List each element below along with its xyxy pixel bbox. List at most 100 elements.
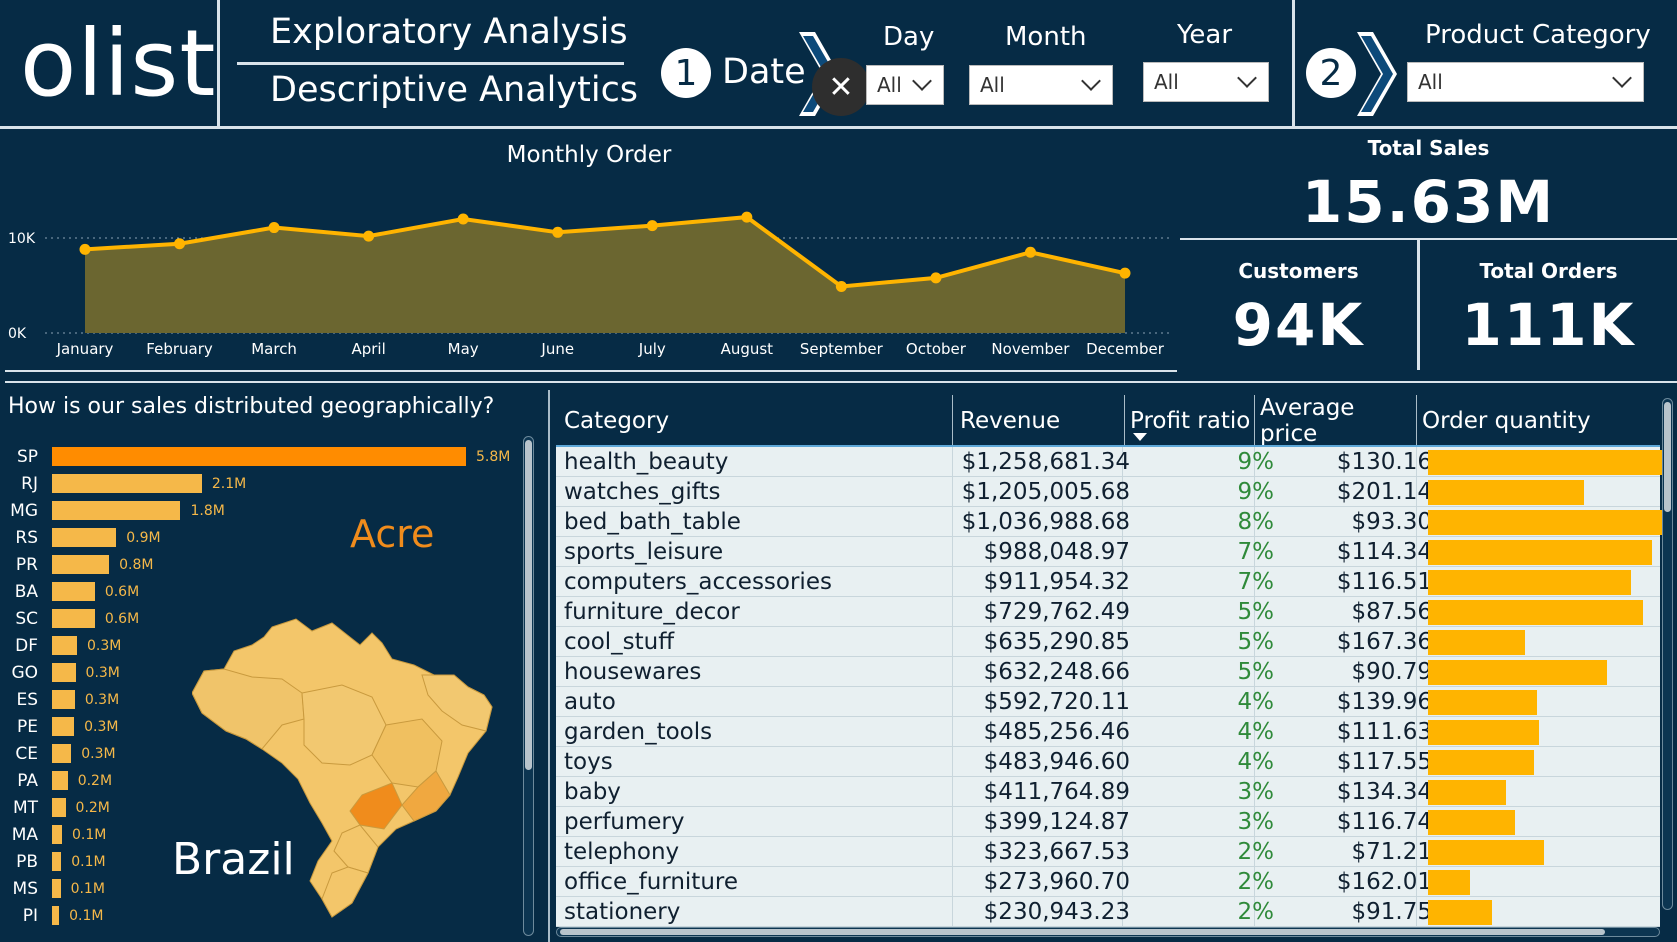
state-bar-value: 0.1M [71, 826, 107, 843]
state-bar-row[interactable]: SC 0.6M [0, 605, 139, 632]
col-header-revenue[interactable]: Revenue [960, 408, 1061, 434]
state-bar[interactable] [52, 636, 77, 655]
state-bar[interactable] [52, 906, 60, 925]
table-vertical-scrollbar-thumb[interactable] [1664, 402, 1671, 512]
state-bar[interactable] [52, 447, 466, 466]
order-quantity-bar [1428, 900, 1492, 925]
state-bar-row[interactable]: PA 0.2M [0, 767, 112, 794]
clear-filters-button[interactable]: ✕ [812, 58, 870, 116]
table-row[interactable]: computers_accessories $911,954.32 7% $116.5… [556, 567, 1660, 597]
data-point[interactable] [1024, 246, 1036, 258]
state-bar-value: 0.2M [75, 799, 110, 816]
state-bar-row[interactable]: PR 0.8M [0, 551, 154, 578]
state-bar-row[interactable]: MT 0.2M [0, 794, 110, 821]
col-header-avg-price[interactable]: Average price [1260, 395, 1355, 447]
table-row[interactable]: furniture_decor $729,762.49 5% $87.56 [556, 597, 1660, 627]
state-bar[interactable] [52, 717, 75, 736]
state-bar[interactable] [52, 852, 62, 871]
state-code: MS [12, 878, 38, 899]
geo-scrollbar-thumb[interactable] [525, 440, 532, 770]
state-bar-row[interactable]: RS 0.9M [0, 524, 160, 551]
state-bar-row[interactable]: DF 0.3M [0, 632, 121, 659]
state-bar-row[interactable]: SP 5.8M [0, 443, 510, 470]
state-bar[interactable] [52, 582, 95, 601]
state-bar[interactable] [52, 609, 95, 628]
cell-category: office_furniture [564, 869, 738, 895]
table-row[interactable]: telephony $323,667.53 2% $71.21 [556, 837, 1660, 867]
table-row[interactable]: housewares $632,248.66 5% $90.79 [556, 657, 1660, 687]
col-header-profit[interactable]: Profit ratio [1124, 395, 1254, 447]
table-row[interactable]: cool_stuff $635,290.85 5% $167.36 [556, 627, 1660, 657]
state-bar[interactable] [52, 744, 72, 763]
data-point[interactable] [174, 238, 186, 250]
cell-average-price: $87.56 [1351, 599, 1432, 625]
cell-profit-ratio: 2% [1237, 899, 1275, 925]
table-row[interactable]: baby $411,764.89 3% $134.34 [556, 777, 1660, 807]
state-code: MG [10, 500, 38, 521]
state-bar[interactable] [52, 555, 110, 574]
state-bar-row[interactable]: MA 0.1M [0, 821, 107, 848]
table-row[interactable]: toys $483,946.60 4% $117.55 [556, 747, 1660, 777]
x-tick-label: April [351, 340, 385, 358]
state-bar[interactable] [52, 798, 66, 817]
day-slicer[interactable]: All [866, 65, 944, 105]
col-header-category[interactable]: Category [564, 408, 670, 434]
state-bar[interactable] [52, 528, 117, 547]
data-point[interactable] [741, 211, 753, 223]
data-point[interactable] [457, 213, 469, 225]
table-row[interactable]: office_furniture $273,960.70 2% $162.01 [556, 867, 1660, 897]
x-tick-label: June [540, 340, 574, 358]
table-row[interactable]: perfumery $399,124.87 3% $116.74 [556, 807, 1660, 837]
state-bar[interactable] [52, 771, 68, 790]
title-underline [237, 62, 624, 65]
state-bar-row[interactable]: PE 0.3M [0, 713, 118, 740]
col-header-order-qty[interactable]: Order quantity [1422, 408, 1591, 434]
data-point[interactable] [930, 272, 942, 284]
cell-category: perfumery [564, 809, 685, 835]
table-row[interactable]: garden_tools $485,256.46 4% $111.63 [556, 717, 1660, 747]
state-bar-value: 0.3M [84, 718, 119, 735]
data-point[interactable] [268, 222, 280, 234]
state-bar[interactable] [52, 474, 202, 493]
state-bar-row[interactable]: MG 1.8M [0, 497, 225, 524]
cell-profit-ratio: 9% [1237, 449, 1275, 475]
cell-profit-ratio: 5% [1237, 659, 1275, 685]
state-bar-row[interactable]: PB 0.1M [0, 848, 106, 875]
table-row[interactable]: stationery $230,943.23 2% $91.75 [556, 897, 1660, 927]
state-bar-row[interactable]: MS 0.1M [0, 875, 105, 902]
sort-descending-icon[interactable] [1133, 433, 1147, 441]
data-point[interactable] [1119, 267, 1131, 279]
table-horizontal-scrollbar-thumb[interactable] [560, 929, 1605, 935]
table-row[interactable]: bed_bath_table $1,036,988.68 8% $93.30 [556, 507, 1664, 537]
state-bar-row[interactable]: BA 0.6M [0, 578, 139, 605]
state-bar-row[interactable]: RJ 2.1M [0, 470, 246, 497]
state-bar-row[interactable]: CE 0.3M [0, 740, 115, 767]
cell-profit-ratio: 7% [1237, 539, 1275, 565]
brazil-map[interactable] [192, 615, 494, 920]
data-point[interactable] [646, 220, 658, 232]
state-bar[interactable] [52, 879, 61, 898]
month-slicer[interactable]: All [969, 65, 1113, 105]
state-bar[interactable] [52, 690, 75, 709]
table-row[interactable]: watches_gifts $1,205,005.68 9% $201.14 [556, 477, 1660, 507]
state-bar[interactable] [52, 825, 62, 844]
chevron-right-icon [1357, 32, 1397, 116]
year-slicer-value: All [1154, 70, 1179, 94]
year-slicer[interactable]: All [1143, 62, 1269, 102]
state-bar[interactable] [52, 501, 181, 520]
data-point[interactable] [79, 243, 91, 255]
state-bar-row[interactable]: PI 0.1M [0, 902, 104, 929]
data-point[interactable] [835, 280, 847, 292]
data-point[interactable] [552, 226, 564, 238]
table-row[interactable]: health_beauty $1,258,681.34 9% $130.16 [556, 447, 1664, 477]
state-bar[interactable] [52, 663, 76, 682]
x-tick-label: October [906, 340, 967, 358]
state-bar-row[interactable]: GO 0.3M [0, 659, 119, 686]
data-point[interactable] [363, 230, 375, 242]
table-row[interactable]: auto $592,720.11 4% $139.96 [556, 687, 1660, 717]
order-quantity-bar [1428, 510, 1664, 535]
table-row[interactable]: sports_leisure $988,048.97 7% $114.34 [556, 537, 1660, 567]
category-slicer[interactable]: All [1407, 62, 1644, 102]
table-vertical-scrollbar[interactable] [1662, 398, 1673, 910]
state-bar-row[interactable]: ES 0.3M [0, 686, 119, 713]
